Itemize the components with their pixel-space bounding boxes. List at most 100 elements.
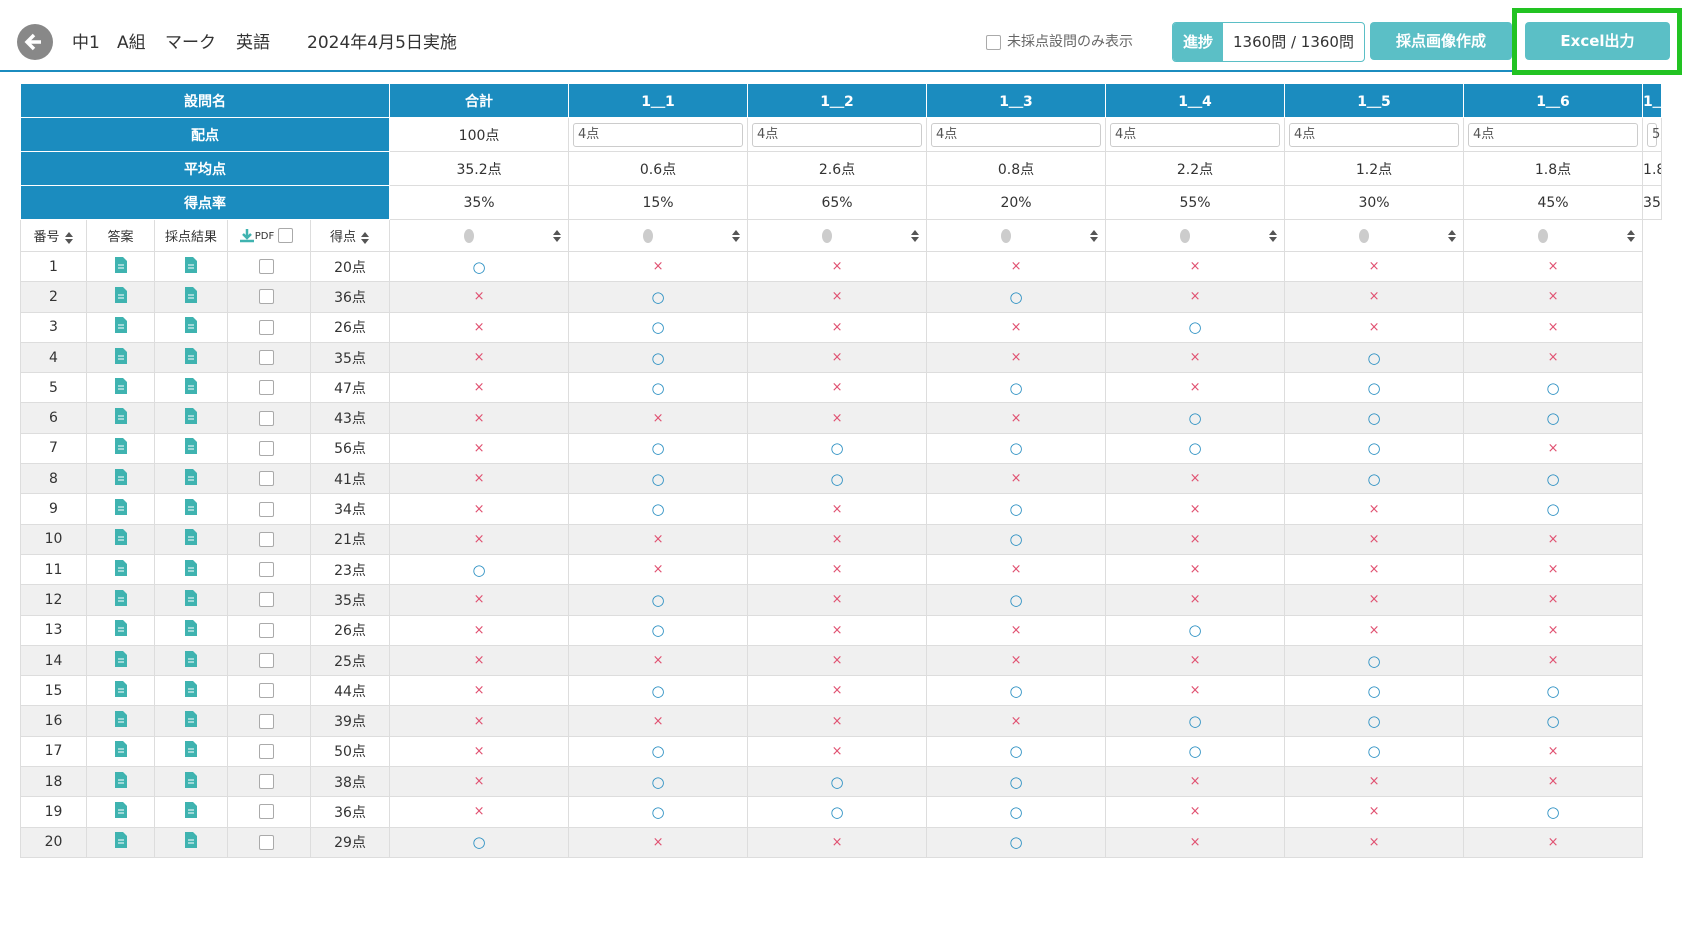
result-icon[interactable] <box>154 281 228 313</box>
result-icon[interactable] <box>154 766 228 798</box>
points-select[interactable]: 4点 <box>1110 122 1281 147</box>
average-cell: 2.6点 <box>747 151 928 186</box>
mark: × <box>747 705 928 737</box>
pdf-check[interactable] <box>227 766 311 798</box>
result-icon[interactable] <box>154 493 228 525</box>
result-icon[interactable] <box>154 644 228 677</box>
points-select[interactable]: 4点 <box>573 122 744 147</box>
result-icon[interactable] <box>154 614 228 646</box>
student-number: 11 <box>20 553 87 586</box>
answer-icon[interactable] <box>86 372 155 404</box>
result-icon[interactable] <box>154 463 228 495</box>
result-icon[interactable] <box>154 311 228 343</box>
pdf-check[interactable] <box>227 250 311 283</box>
answer-icon[interactable] <box>86 463 155 495</box>
answer-icon[interactable] <box>86 826 155 858</box>
answer-icon[interactable] <box>86 584 155 616</box>
student-number: 6 <box>20 402 87 434</box>
result-icon[interactable] <box>154 250 228 283</box>
pdf-check[interactable] <box>227 735 311 768</box>
mark: × <box>1463 826 1644 858</box>
back-button[interactable] <box>17 24 53 60</box>
answer-icon[interactable] <box>86 402 155 434</box>
pdf-check[interactable] <box>227 614 311 646</box>
points-select[interactable]: 4点 <box>1289 122 1460 147</box>
highlight <box>1512 8 1682 75</box>
pdf-check[interactable] <box>227 463 311 495</box>
answer-icon[interactable] <box>86 311 155 343</box>
mark: ○ <box>389 826 570 858</box>
mark: × <box>1463 250 1644 283</box>
mark: × <box>389 644 570 677</box>
answer-icon[interactable] <box>86 675 155 707</box>
answer-icon[interactable] <box>86 523 155 555</box>
pdf-check[interactable] <box>227 826 311 858</box>
mark: × <box>1284 250 1465 283</box>
answer-icon[interactable] <box>86 281 155 313</box>
student-number: 2 <box>20 281 87 313</box>
points-select[interactable]: 5点 <box>1647 122 1661 147</box>
excel-button[interactable]: Excel出力 <box>1525 22 1670 60</box>
student-row: 15 44点 × ○ × ○ × ○ ○ <box>20 675 1662 707</box>
student-number: 20 <box>20 826 87 858</box>
result-icon[interactable] <box>154 705 228 737</box>
mark: ○ <box>568 341 749 374</box>
pdf-check[interactable] <box>227 493 311 525</box>
pdf-check[interactable] <box>227 432 311 465</box>
answer-icon[interactable] <box>86 493 155 525</box>
pdf-check[interactable] <box>227 705 311 737</box>
answer-icon[interactable] <box>86 250 155 283</box>
pdf-check[interactable] <box>227 523 311 555</box>
pdf-check[interactable] <box>227 675 311 707</box>
pdf-check[interactable] <box>227 341 311 374</box>
sort-row: 番号 答案 採点結果 PDF 得点 <box>20 219 1662 252</box>
date: 2024年4月5日実施 <box>307 33 457 53</box>
result-icon[interactable] <box>154 372 228 404</box>
result-icon[interactable] <box>154 341 228 374</box>
result-icon[interactable] <box>154 735 228 768</box>
mark: ○ <box>926 826 1107 858</box>
pdf-check[interactable] <box>227 553 311 586</box>
answer-icon[interactable] <box>86 705 155 737</box>
answer-icon[interactable] <box>86 553 155 586</box>
pdf-check[interactable] <box>227 796 311 828</box>
pdf-check[interactable] <box>227 402 311 434</box>
pdf-check[interactable] <box>227 372 311 404</box>
result-icon[interactable] <box>154 553 228 586</box>
result-icon[interactable] <box>154 826 228 858</box>
points-select[interactable]: 4点 <box>931 122 1102 147</box>
mark: × <box>389 523 570 555</box>
answer-icon[interactable] <box>86 432 155 465</box>
pdf-check[interactable] <box>227 584 311 616</box>
progress: 進捗 1360問 / 1360問 <box>1172 22 1365 62</box>
result-icon[interactable] <box>154 523 228 555</box>
mark: × <box>568 644 749 677</box>
points-row: 配点100点4点4点4点4点4点4点5点 <box>19 117 1662 152</box>
result-icon[interactable] <box>154 675 228 707</box>
average-total: 35.2点 <box>389 151 570 186</box>
result-icon[interactable] <box>154 796 228 828</box>
result-icon[interactable] <box>154 402 228 434</box>
answer-icon[interactable] <box>86 735 155 768</box>
mark: × <box>1284 311 1465 343</box>
answer-icon[interactable] <box>86 614 155 646</box>
answer-icon[interactable] <box>86 341 155 374</box>
pdf-check[interactable] <box>227 311 311 343</box>
mark: ○ <box>568 493 749 525</box>
image-button[interactable]: 採点画像作成 <box>1370 22 1512 60</box>
pdf-check[interactable] <box>227 644 311 677</box>
mark: ○ <box>568 281 749 313</box>
points-select[interactable]: 4点 <box>752 122 923 147</box>
subject: 英語 <box>236 33 270 53</box>
result-icon[interactable] <box>154 584 228 616</box>
mark: × <box>389 311 570 343</box>
answer-icon[interactable] <box>86 766 155 798</box>
answer-icon[interactable] <box>86 796 155 828</box>
answer-icon[interactable] <box>86 644 155 677</box>
mark: ○ <box>1463 493 1644 525</box>
filter[interactable]: 未採点設問のみ表示 <box>986 31 1133 51</box>
result-icon[interactable] <box>154 432 228 465</box>
question-header: 1＿1 <box>568 83 749 118</box>
pdf-check[interactable] <box>227 281 311 313</box>
points-select[interactable]: 4点 <box>1468 122 1639 147</box>
